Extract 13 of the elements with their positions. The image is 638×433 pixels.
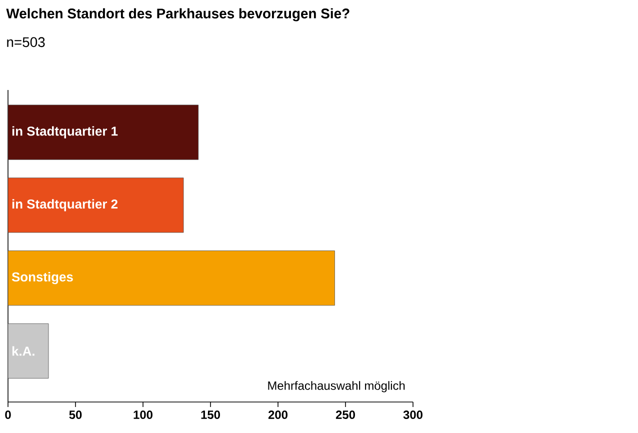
chart-title: Welchen Standort des Parkhauses bevorzugen Sie? bbox=[6, 8, 350, 22]
y-tick-label: in Stadtquartier 1 bbox=[12, 126, 118, 138]
x-tick-label: 0 bbox=[5, 410, 11, 419]
x-tick-label: 100 bbox=[134, 410, 152, 419]
x-tick-label: 250 bbox=[336, 410, 355, 419]
x-tick-label: 50 bbox=[69, 410, 82, 419]
chart-subtitle: n=503 bbox=[7, 37, 45, 48]
x-tick-label: 300 bbox=[403, 410, 422, 420]
x-tick-label: 200 bbox=[268, 410, 288, 419]
y-tick-label: in Stadtquartier 2 bbox=[12, 199, 118, 212]
y-tick-label: Sonstiges bbox=[12, 272, 73, 284]
x-tick-label: 150 bbox=[201, 410, 220, 419]
annotation: Mehrfachauswahl möglich bbox=[268, 381, 405, 392]
